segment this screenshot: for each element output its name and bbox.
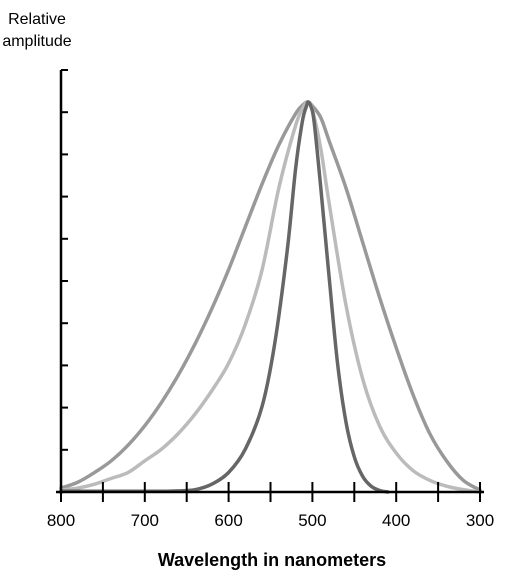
x-tick-label: 300 [466, 511, 494, 530]
y-axis-label-line-1: Relative [8, 11, 66, 28]
x-tick-label: 600 [214, 511, 242, 530]
x-tick-label: 700 [131, 511, 159, 530]
y-axis-label-line-2: amplitude [2, 33, 71, 50]
x-tick-label: 800 [47, 511, 75, 530]
x-ticks-group [60, 482, 481, 502]
x-tick-label: 500 [298, 511, 326, 530]
series-line-2 [59, 100, 482, 494]
series-line-3 [59, 100, 390, 494]
y-ticks-group [61, 69, 68, 451]
x-tick-labels-group: 800 700 600 500 400 300 [47, 511, 494, 530]
curves-group [59, 100, 482, 494]
x-tick-label: 400 [382, 511, 410, 530]
series-line-1 [59, 100, 482, 492]
x-axis-label: Wavelength in nanometers [158, 550, 386, 570]
